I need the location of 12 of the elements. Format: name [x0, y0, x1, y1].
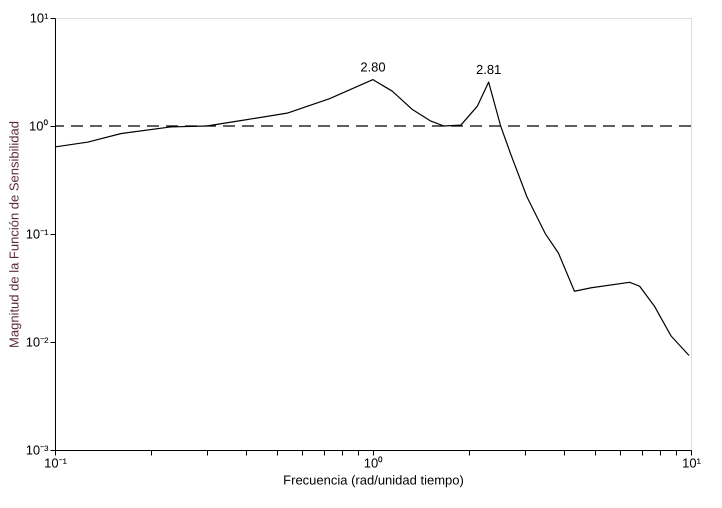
y-tick-label: 10¹ [30, 10, 50, 26]
y-tick-label: 10⁻¹ [26, 226, 50, 242]
y-tick-label: 10⁻³ [26, 442, 50, 458]
annotation: 2.81 [476, 62, 502, 78]
y-tick-label: 10⁻² [26, 334, 50, 350]
y-axis-title: Magnitud de la Función de Sensibilidad [6, 121, 22, 348]
x-tick-label: 10¹ [682, 456, 702, 470]
x-tick-label: 10⁰ [364, 456, 384, 470]
annotation: 2.80 [360, 60, 386, 75]
y-tick-label: 10⁰ [29, 118, 48, 134]
x-axis-title: Frecuencia (rad/unidad tiempo) [283, 472, 464, 488]
x-tick-label: 10⁻¹ [44, 456, 68, 470]
